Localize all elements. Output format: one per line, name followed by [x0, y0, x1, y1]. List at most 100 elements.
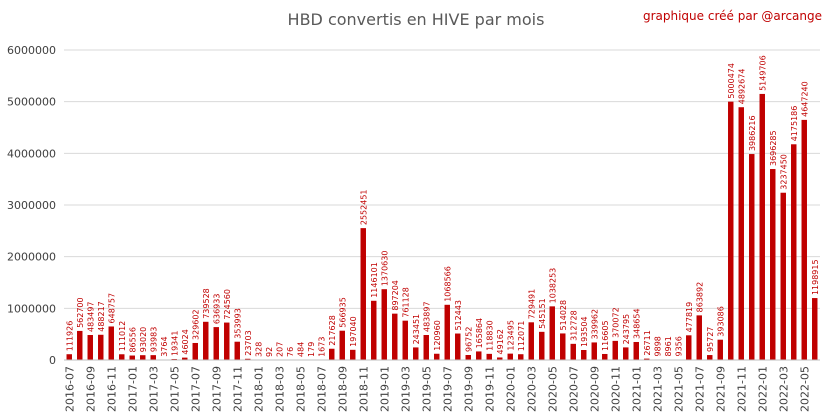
data-label: 92	[265, 347, 274, 357]
x-tick-label: 2018-05	[294, 366, 307, 412]
data-label: 93983	[149, 327, 158, 352]
data-label: 4647240	[800, 81, 809, 117]
x-tick-label: 2022-03	[777, 366, 790, 412]
bar	[423, 334, 429, 360]
data-label: 393086	[716, 306, 725, 337]
data-label: 483897	[422, 301, 431, 332]
bar	[444, 304, 450, 360]
x-tick-label: 2017-01	[126, 366, 139, 412]
bar	[224, 322, 230, 360]
bar	[381, 289, 387, 360]
x-tick-label: 2022-01	[756, 366, 769, 412]
data-label: 76	[286, 347, 295, 357]
bar	[486, 353, 492, 360]
bar	[87, 335, 93, 360]
x-tick-label: 2021-09	[714, 366, 727, 412]
gridlines	[64, 49, 820, 309]
data-label: 1068566	[443, 266, 452, 302]
y-tick-label: 3000000	[7, 199, 56, 212]
data-label: 484	[296, 342, 305, 357]
bar	[455, 333, 461, 360]
data-label: 562700	[76, 297, 85, 328]
x-tick-label: 2022-05	[798, 366, 811, 412]
x-tick-label: 2018-09	[336, 366, 349, 412]
data-label: 111926	[65, 321, 74, 352]
data-label: 1198915	[811, 259, 820, 295]
bar	[245, 358, 251, 360]
x-tick-label: 2019-03	[399, 366, 412, 412]
x-tick-label: 2018-03	[273, 366, 286, 412]
chart-credit: graphique créé par @arcange	[642, 9, 822, 23]
y-axis-ticks: 0 1000000 2000000 3000000 4000000 5000000 6000…	[7, 44, 56, 367]
data-label: 761128	[401, 287, 410, 318]
x-axis-ticks: 2016-07 2016-09 2016-11 2017-01 2017-03 2017-…	[63, 366, 811, 412]
data-label: 370072	[611, 307, 620, 338]
bar	[339, 330, 345, 360]
data-label: 566935	[338, 297, 347, 328]
x-tick-label: 2019-11	[483, 366, 496, 412]
x-tick-label: 2019-05	[420, 366, 433, 412]
bar	[213, 327, 219, 360]
data-label: 348654	[632, 308, 641, 339]
bar	[129, 355, 135, 360]
bar	[108, 326, 114, 360]
x-tick-label: 2018-07	[315, 366, 328, 412]
bar	[497, 357, 503, 360]
bar	[602, 353, 608, 360]
x-tick-label: 2020-11	[609, 366, 622, 412]
bar	[119, 354, 125, 360]
data-label: 179	[307, 342, 316, 357]
data-label: 328	[254, 342, 263, 357]
x-tick-label: 2017-03	[147, 366, 160, 412]
data-label: 5149706	[758, 55, 767, 91]
data-label: 95727	[706, 327, 715, 352]
data-label: 4892674	[737, 69, 746, 105]
data-label: 477819	[685, 302, 694, 333]
bar	[612, 340, 618, 360]
x-tick-label: 2016-07	[63, 366, 76, 412]
data-label: 23703	[244, 330, 253, 355]
y-tick-label: 4000000	[7, 147, 56, 160]
data-label: 120960	[433, 320, 442, 351]
bar	[560, 333, 566, 360]
bar	[329, 348, 335, 360]
data-label: 46024	[181, 329, 190, 354]
x-tick-label: 2021-07	[693, 366, 706, 412]
data-label: 116605	[601, 320, 610, 351]
data-label: 545151	[538, 298, 547, 329]
bar	[507, 353, 513, 360]
y-tick-label: 6000000	[7, 44, 56, 57]
data-label: 863892	[695, 282, 704, 313]
data-label: 488217	[97, 301, 106, 332]
y-tick-label: 2000000	[7, 251, 56, 264]
data-label: 897204	[391, 280, 400, 311]
data-label: 3696285	[769, 130, 778, 166]
data-label: 648757	[107, 293, 116, 324]
bar	[549, 306, 555, 360]
data-label: 339962	[590, 309, 599, 340]
data-label: 207	[275, 342, 284, 357]
bar	[759, 93, 765, 360]
data-label: 1038253	[548, 268, 557, 304]
data-label: 1370630	[380, 251, 389, 287]
y-tick-label: 1000000	[7, 302, 56, 315]
bar	[717, 339, 723, 360]
x-tick-label: 2020-05	[546, 366, 559, 412]
bar	[791, 144, 797, 360]
x-tick-label: 2020-07	[567, 366, 580, 412]
data-label: 118830	[485, 320, 494, 351]
x-tick-label: 2021-11	[735, 366, 748, 412]
data-label: 514028	[559, 300, 568, 331]
bar	[371, 300, 377, 360]
bar	[182, 357, 188, 360]
bar	[812, 298, 818, 360]
x-tick-label: 2017-09	[210, 366, 223, 412]
data-label: 9356	[674, 336, 683, 356]
data-label: 312728	[569, 310, 578, 341]
data-label: 2552451	[359, 189, 368, 225]
bar	[770, 169, 776, 360]
data-label: 86556	[128, 327, 137, 352]
data-label: 111012	[118, 321, 127, 352]
